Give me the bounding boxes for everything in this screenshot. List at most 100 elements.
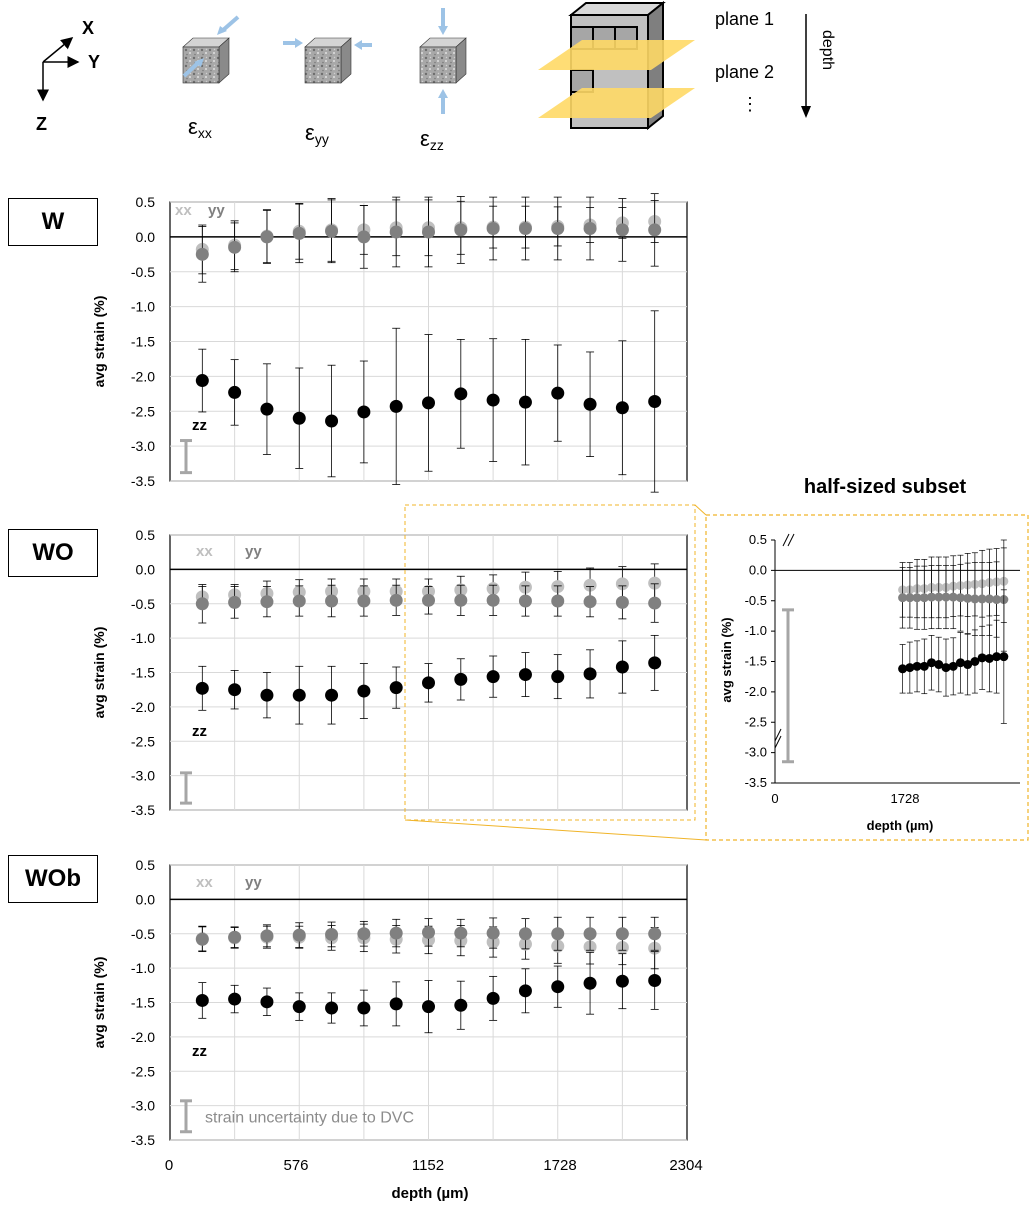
subset-y-tick-label: -2.0 [745,684,767,699]
subset-data-point-zz [912,661,922,671]
y-tick-label: 0.5 [136,527,156,543]
y-tick-label: -1.0 [131,630,155,646]
data-point-yy [551,222,565,236]
data-point-zz [486,670,500,684]
subset-data-point-yy [927,592,937,602]
subset-data-point-yy [948,592,958,602]
series-label-xx: xx [196,543,213,560]
data-point-yy [357,230,371,244]
axis-break-mark [774,728,782,742]
subset-data-point-zz [948,661,958,671]
data-point-yy [389,926,403,940]
subset-data-point-yy [984,594,994,604]
data-point-zz [325,414,339,428]
series-label-xx: xx [175,202,192,219]
data-point-yy [648,927,662,941]
series-label-xx: xx [196,874,213,891]
data-point-zz [389,997,403,1011]
subset-y-tick-label: -1.0 [745,623,767,638]
sample-label-wob: WOb [8,855,98,903]
data-point-yy [260,929,274,943]
y-tick-label: -0.5 [131,926,155,942]
subset-y-tick-label: -1.5 [745,654,767,669]
data-point-xx [648,576,662,590]
plane-1-label: plane 1 [715,9,774,29]
sample-label-wo: WO [8,529,98,577]
depth-arrow-label: depth [819,30,836,70]
data-point-yy [357,594,371,608]
y-tick-label: -3.0 [131,438,155,454]
subset-data-point-zz [927,658,937,668]
subset-y-tick-label: 0.5 [749,532,767,547]
subset-data-point-yy [919,593,929,603]
data-point-yy [551,927,565,941]
data-point-zz [292,1000,306,1014]
data-point-zz [195,993,209,1007]
y-tick-label: 0.5 [136,194,156,210]
x-axis-title: depth (µm) [392,1185,469,1202]
subset-data-point-zz [970,657,980,666]
subset-data-point-yy [934,592,944,602]
subset-x-tick: 0 [771,791,778,806]
data-point-zz [260,688,274,702]
z-axis-label: Z [36,114,47,134]
data-point-yy [195,932,209,946]
x-tick-label: 576 [283,1157,308,1174]
data-point-yy [292,928,306,942]
subset-data-point-zz [934,660,944,670]
data-point-yy [454,593,468,607]
subset-data-point-zz [955,658,965,668]
data-point-yy [454,223,468,237]
data-point-yy [615,223,629,237]
exx-label: εxx [188,114,212,141]
subset-data-point-zz [941,663,951,673]
axis-break-mark [782,533,790,547]
y-tick-label: -2.0 [131,699,155,715]
subset-data-point-zz [984,653,994,663]
panel-w: 0.5 0.0 -0.5 -1.0 -1.5 -2.0 -2.5 -3.0 -3.5 avg st… [91,193,688,493]
data-point-zz [615,401,629,415]
data-point-yy [583,595,597,609]
subset-data-point-yy [955,593,965,603]
data-point-zz [583,976,597,990]
y-tick-label: -3.5 [131,473,155,489]
series-label-yy: yy [208,202,225,219]
data-point-yy [648,596,662,610]
data-point-yy [292,226,306,240]
uncertainty-label: strain uncertainty due to DVC [205,1109,414,1126]
subset-title: half-sized subset [804,476,967,498]
data-point-yy [260,595,274,609]
data-point-zz [615,660,629,674]
y-tick-label: -1.5 [131,995,155,1011]
data-point-zz [486,991,500,1005]
data-point-yy [486,593,500,607]
y-tick-label: 0.0 [136,561,156,577]
data-point-zz [518,668,532,682]
subset-y-tick-label: -2.5 [745,714,767,729]
subset-data-point-yy [963,593,973,603]
data-point-zz [583,667,597,681]
data-point-zz [454,998,468,1012]
data-point-yy [615,927,629,941]
eyy-label: εyy [305,120,329,147]
data-point-xx [583,578,597,592]
plane-2-shape [538,88,695,118]
data-point-zz [518,395,532,409]
y-tick-label: -2.5 [131,403,155,419]
series-label-yy: yy [245,543,262,560]
subset-axes: 0 1728 depth (µm) avg strain (%) [719,617,933,833]
subset-data-point-yy [941,592,951,602]
data-point-zz [422,676,435,690]
data-point-yy [389,225,403,239]
subset-data-point-yy [992,595,1002,605]
data-point-yy [292,594,306,608]
zoom-indicator [404,504,1029,841]
data-point-yy [325,594,339,608]
data-point-zz [325,688,339,702]
subset-data-point-zz [905,663,915,673]
data-point-yy [486,222,500,236]
sample-label-w: W [8,198,98,246]
data-point-zz [486,393,500,407]
y-tick-label: -2.0 [131,1029,155,1045]
